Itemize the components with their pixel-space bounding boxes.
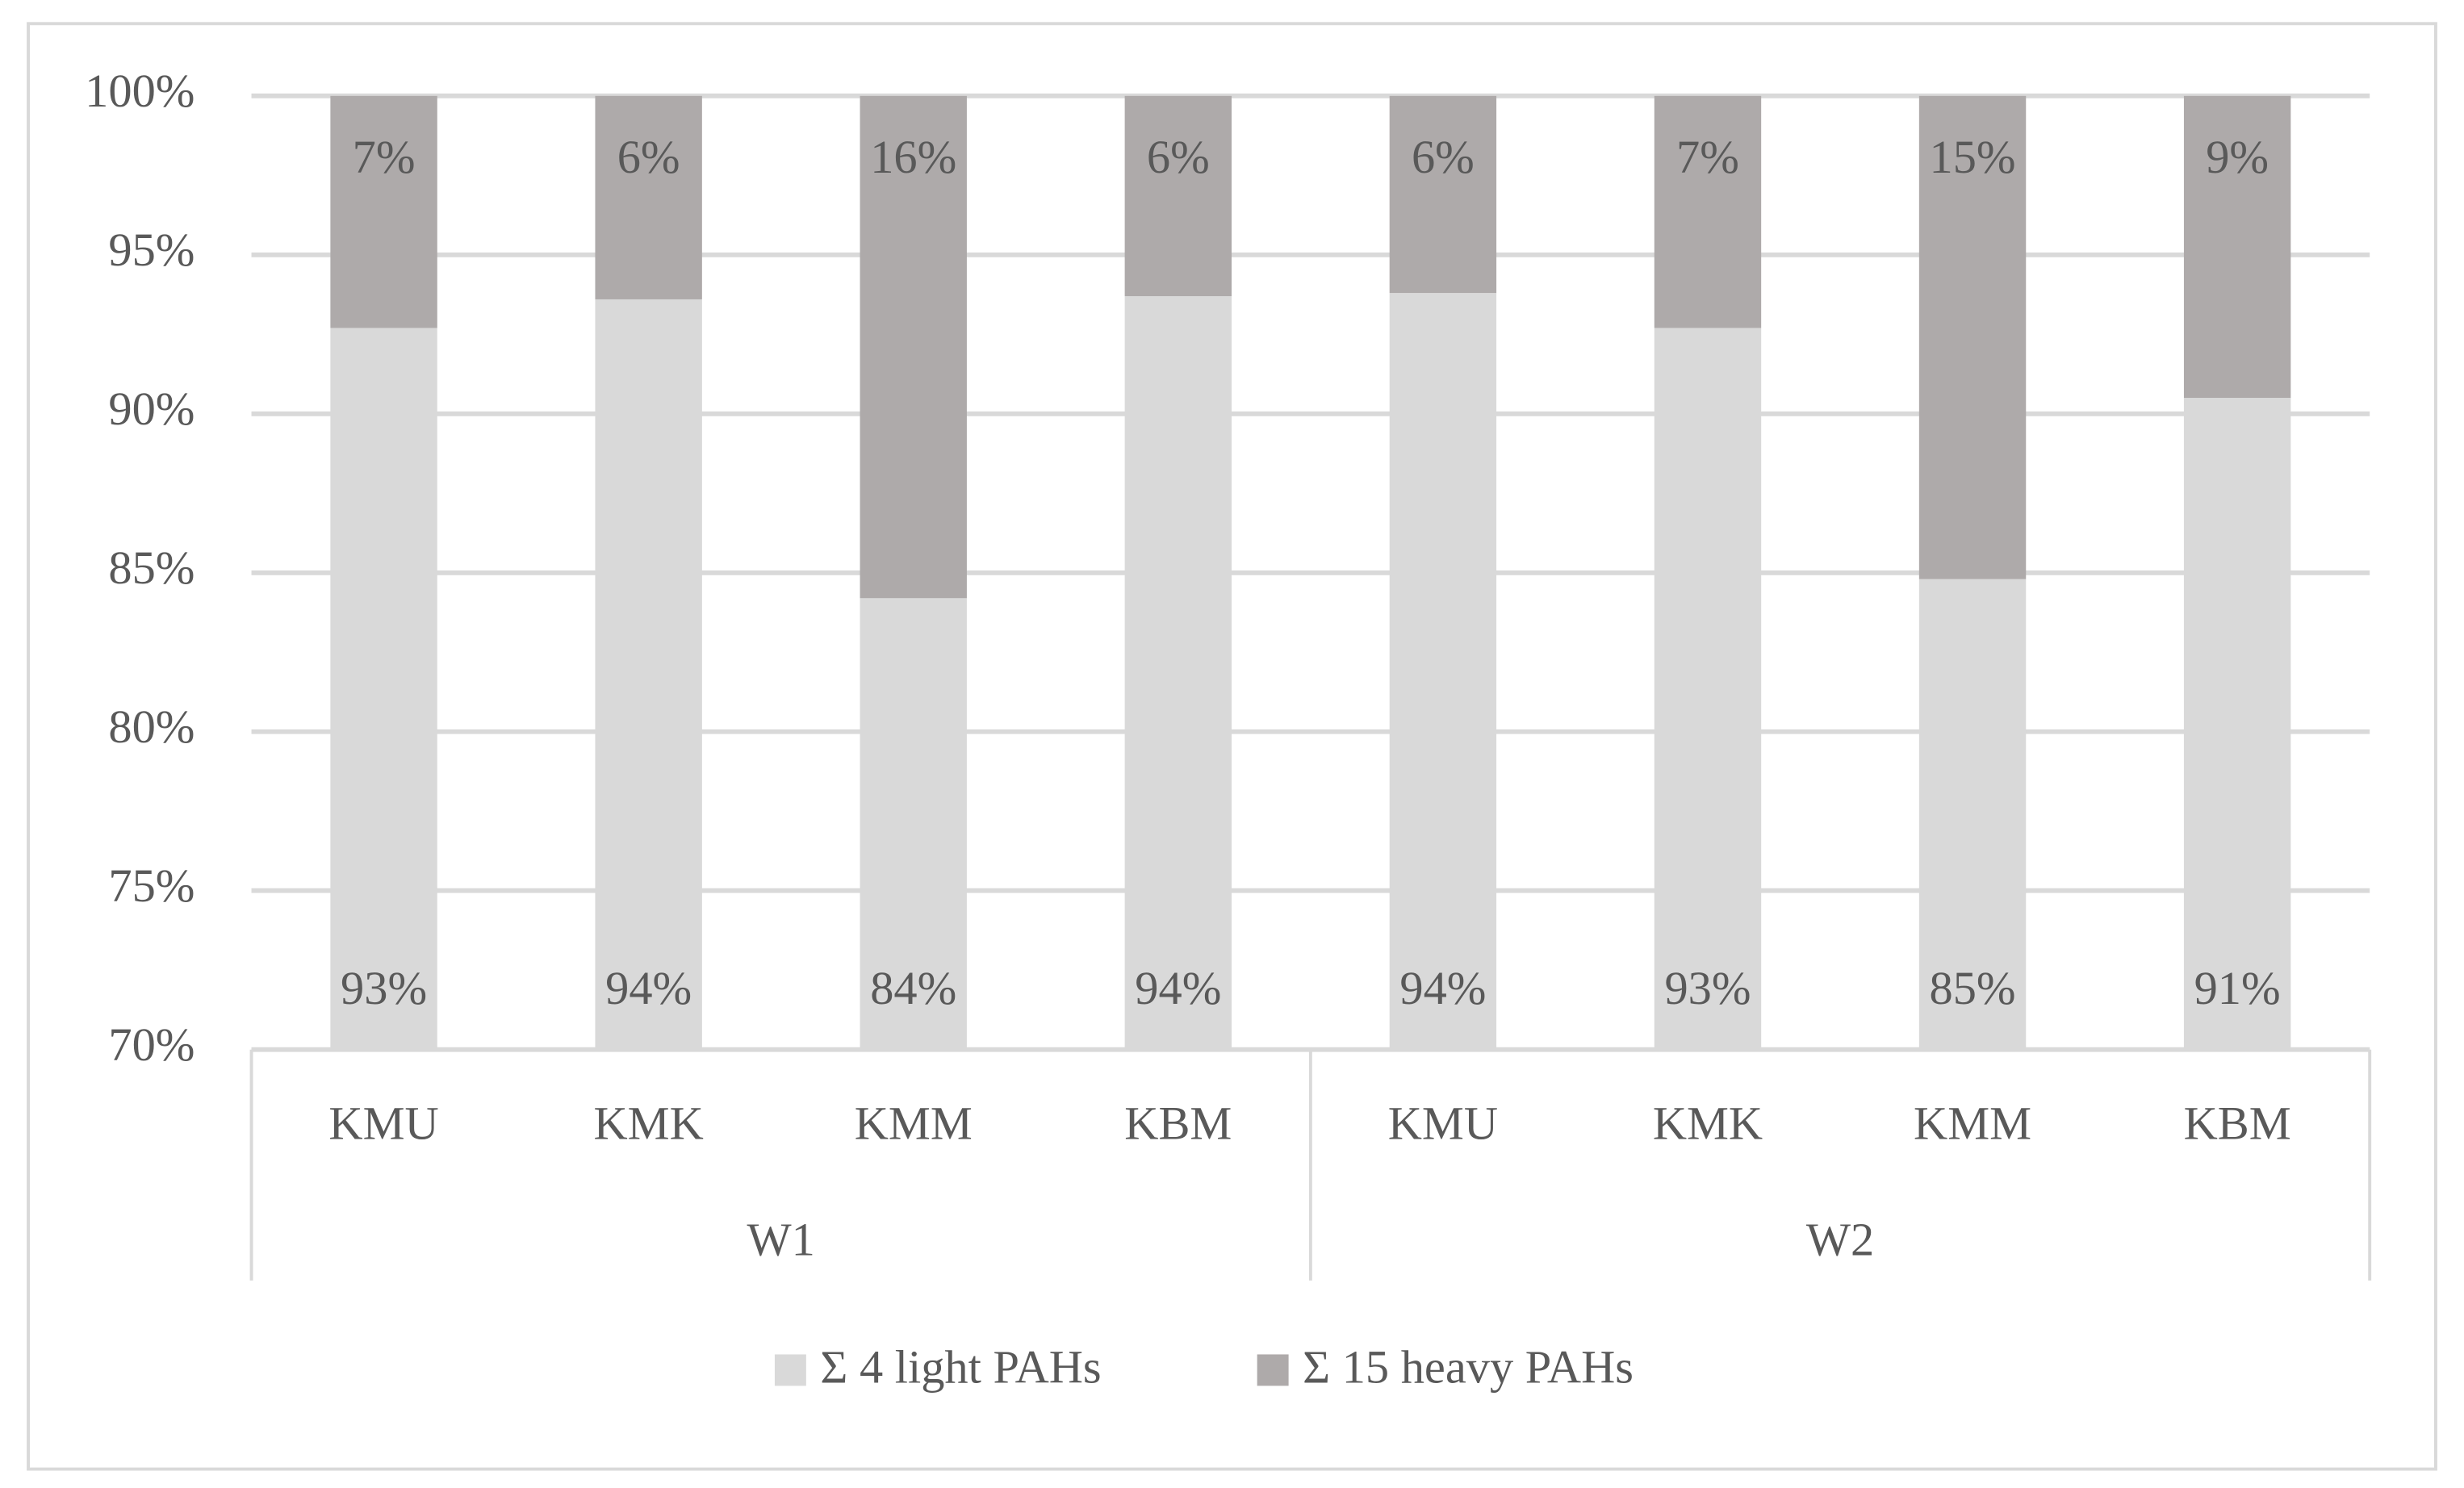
y-tick-label: 90% bbox=[108, 382, 195, 435]
data-label: 94% bbox=[605, 962, 692, 1014]
bar-segment bbox=[1124, 296, 1232, 1050]
y-tick-label: 85% bbox=[108, 541, 195, 594]
data-label: 85% bbox=[1930, 962, 2016, 1014]
x-tick-label: KMK bbox=[594, 1097, 704, 1149]
bar-segment bbox=[1124, 95, 1232, 297]
x-tick-label: KMM bbox=[855, 1097, 973, 1149]
y-tick-label: 80% bbox=[108, 700, 195, 753]
bar-segment bbox=[2183, 398, 2291, 1050]
y-tick-label: 70% bbox=[108, 1018, 195, 1071]
bar-segment bbox=[1389, 293, 1497, 1050]
x-tick-label: KBM bbox=[1124, 1097, 1232, 1149]
data-label: 7% bbox=[353, 131, 416, 183]
bar-segment bbox=[860, 598, 967, 1050]
legend-label: Σ 15 heavy PAHs bbox=[1303, 1340, 1634, 1393]
data-label: 7% bbox=[1676, 131, 1739, 183]
legend-swatch bbox=[1257, 1354, 1289, 1386]
y-tick-label: 100% bbox=[85, 65, 195, 117]
bar-segment bbox=[1918, 95, 2027, 579]
bar-segment bbox=[330, 95, 437, 328]
data-label: 9% bbox=[2206, 131, 2269, 183]
bar-segment bbox=[1389, 95, 1497, 294]
data-label: 16% bbox=[870, 131, 956, 183]
bar-segment bbox=[1654, 95, 1762, 328]
data-label: 84% bbox=[870, 962, 956, 1014]
y-tick-label: 75% bbox=[108, 859, 195, 912]
x-tick-label: KMU bbox=[1388, 1097, 1498, 1149]
bar-segment bbox=[1654, 328, 1762, 1050]
legend-swatch bbox=[774, 1354, 806, 1386]
data-label: 91% bbox=[2194, 962, 2281, 1014]
bar-segment bbox=[860, 95, 967, 599]
data-label: 93% bbox=[341, 962, 427, 1014]
data-label: 6% bbox=[617, 131, 680, 183]
data-label: 6% bbox=[1147, 131, 1210, 183]
bar-segment bbox=[1918, 579, 2027, 1050]
x-tick-label: KMM bbox=[1914, 1097, 2031, 1149]
bar-segment bbox=[330, 328, 437, 1050]
data-label: 93% bbox=[1664, 962, 1751, 1014]
bar-segment bbox=[595, 299, 702, 1050]
data-label: 15% bbox=[1930, 131, 2016, 183]
data-label: 6% bbox=[1412, 131, 1475, 183]
x-tick-label: KMU bbox=[328, 1097, 438, 1149]
x-tick-label: KMK bbox=[1653, 1097, 1763, 1149]
y-tick-label: 95% bbox=[108, 224, 195, 276]
data-label: 94% bbox=[1399, 962, 1486, 1014]
group-label: W1 bbox=[747, 1214, 815, 1266]
group-label: W2 bbox=[1806, 1214, 1874, 1266]
bar-segment bbox=[2183, 95, 2291, 399]
legend-label: Σ 4 light PAHs bbox=[820, 1340, 1101, 1393]
data-label: 94% bbox=[1135, 962, 1221, 1014]
x-tick-label: KBM bbox=[2184, 1097, 2291, 1149]
bar-segment bbox=[595, 95, 702, 299]
